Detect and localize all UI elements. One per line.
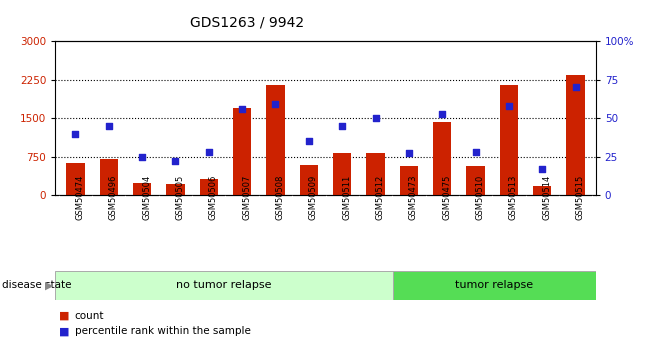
Point [137, 154, 147, 159]
Bar [393, 271, 596, 300]
Bar [367, 153, 385, 195]
Point [537, 166, 547, 171]
Text: GDS1263 / 9942: GDS1263 / 9942 [190, 16, 305, 30]
Bar [66, 163, 85, 195]
Text: GSM50508: GSM50508 [275, 175, 284, 220]
Bar [100, 159, 118, 195]
Bar [133, 183, 151, 195]
Text: GSM50515: GSM50515 [575, 175, 585, 220]
Bar [200, 179, 218, 195]
Point [104, 123, 114, 129]
Point [370, 115, 381, 121]
Text: GSM50510: GSM50510 [476, 175, 484, 220]
Text: tumor relapse: tumor relapse [455, 280, 533, 290]
Text: GSM50504: GSM50504 [142, 175, 151, 220]
Point [337, 123, 348, 129]
Text: GSM50513: GSM50513 [509, 175, 518, 220]
Bar [166, 184, 185, 195]
Bar [500, 85, 518, 195]
Text: ▶: ▶ [45, 280, 53, 290]
Text: GSM50505: GSM50505 [175, 175, 184, 220]
Bar [55, 271, 393, 300]
Text: GSM50511: GSM50511 [342, 175, 351, 220]
Bar [533, 186, 551, 195]
Text: GSM50514: GSM50514 [542, 175, 551, 220]
Point [70, 131, 81, 136]
Text: count: count [75, 311, 104, 321]
Text: GSM50473: GSM50473 [409, 175, 418, 220]
Bar [566, 75, 585, 195]
Point [437, 111, 447, 116]
Text: disease state: disease state [2, 280, 72, 290]
Text: GSM50474: GSM50474 [76, 175, 85, 220]
Text: percentile rank within the sample: percentile rank within the sample [75, 326, 251, 336]
Point [170, 158, 180, 164]
Point [504, 103, 514, 109]
Point [404, 151, 414, 156]
Text: GSM50475: GSM50475 [442, 175, 451, 220]
Point [204, 149, 214, 155]
Text: GSM50512: GSM50512 [376, 175, 385, 220]
Point [237, 106, 247, 112]
Point [303, 138, 314, 144]
Bar [266, 85, 284, 195]
Point [570, 85, 581, 90]
Point [471, 149, 481, 155]
Text: ■: ■ [59, 326, 69, 336]
Text: GSM50506: GSM50506 [209, 175, 218, 220]
Point [270, 101, 281, 107]
Text: no tumor relapse: no tumor relapse [176, 280, 272, 290]
Bar [233, 108, 251, 195]
Text: GSM50496: GSM50496 [109, 175, 118, 220]
Text: GSM50507: GSM50507 [242, 175, 251, 220]
Bar [400, 166, 418, 195]
Bar [333, 154, 352, 195]
Bar [466, 166, 485, 195]
Bar [433, 122, 451, 195]
Text: ■: ■ [59, 311, 69, 321]
Text: GSM50509: GSM50509 [309, 175, 318, 220]
Bar [299, 165, 318, 195]
